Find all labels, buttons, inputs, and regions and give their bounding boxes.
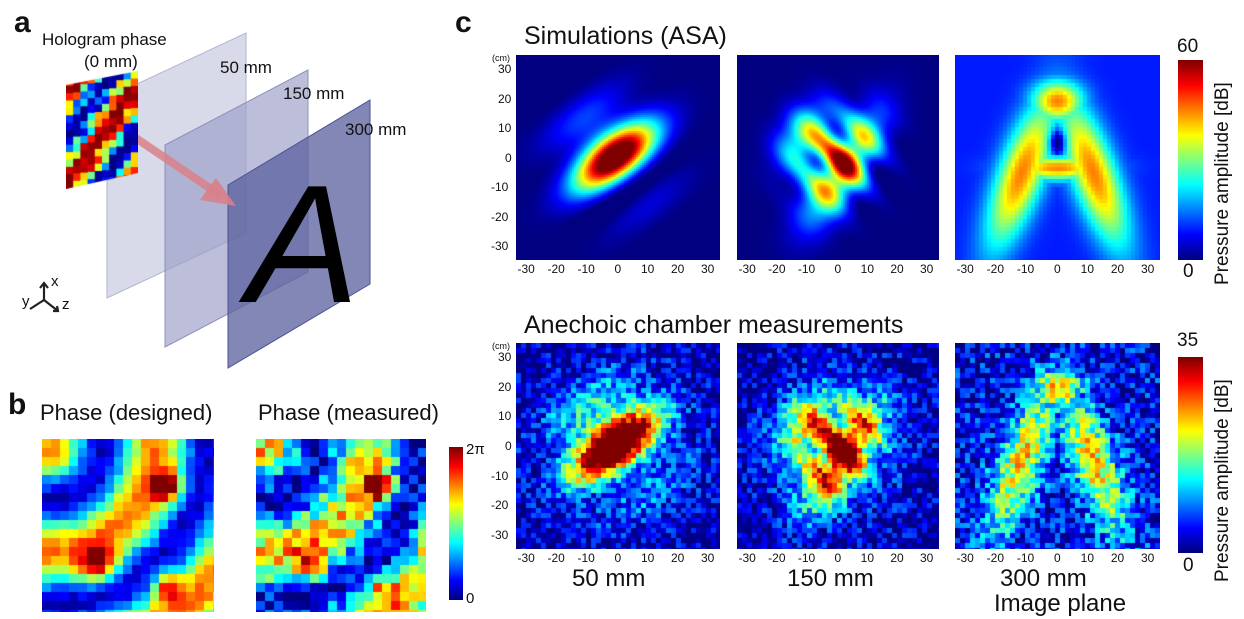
x-tick-label: -20 — [548, 262, 565, 276]
hologram-phase-image — [66, 71, 138, 189]
x-tick-label: 30 — [701, 262, 714, 276]
y-tick-label: -30 — [491, 528, 508, 542]
x-tick-label: 10 — [1081, 551, 1094, 565]
y-tick-label: -20 — [491, 210, 508, 224]
y-tick-label: 0 — [505, 439, 512, 453]
meas-colorbar-label: Pressure amplitude [dB] — [1212, 379, 1234, 582]
x-tick-label: 0 — [1054, 262, 1061, 276]
meas-150mm-map — [737, 343, 939, 549]
x-tick-label: 30 — [1141, 262, 1154, 276]
plane-label-150mm: 150 mm — [283, 84, 344, 104]
col-label-300mm: 300 mm — [1000, 565, 1087, 593]
panel-a-diagram — [0, 0, 470, 380]
y-tick-label: 30 — [498, 62, 511, 76]
panel-letter-c: c — [455, 6, 472, 40]
panel-letter-b: b — [8, 388, 26, 422]
x-tick-label: -30 — [739, 551, 756, 565]
x-tick-label: -20 — [987, 551, 1004, 565]
x-tick-label: -30 — [518, 551, 535, 565]
x-tick-label: -30 — [518, 262, 535, 276]
x-tick-label: 10 — [641, 551, 654, 565]
col-label-50mm: 50 mm — [572, 565, 645, 593]
x-tick-label: 20 — [1111, 551, 1124, 565]
y-tick-label: 10 — [498, 409, 511, 423]
title-phase-designed: Phase (designed) — [40, 400, 212, 426]
x-tick-label: 30 — [920, 262, 933, 276]
x-tick-label: -20 — [768, 551, 785, 565]
x-tick-label: 20 — [1111, 262, 1124, 276]
x-tick-label: 10 — [861, 551, 874, 565]
y-tick-label: 30 — [498, 350, 511, 364]
x-tick-label: 20 — [671, 262, 684, 276]
title-phase-measured: Phase (measured) — [258, 400, 439, 426]
row-title-measurements: Anechoic chamber measurements — [524, 311, 903, 340]
row-title-simulations: Simulations (ASA) — [524, 22, 727, 51]
y-tick-label: -10 — [491, 469, 508, 483]
plane-label-300mm: 300 mm — [345, 120, 406, 140]
sim-300mm-map — [955, 55, 1160, 260]
x-tick-label: 20 — [890, 262, 903, 276]
phase-measured-map — [256, 439, 426, 612]
x-tick-label: -10 — [798, 551, 815, 565]
y-tick-label: -10 — [491, 180, 508, 194]
meas-colorbar-max: 35 — [1177, 330, 1198, 352]
x-tick-label: 0 — [615, 262, 622, 276]
axis-y-label: y — [22, 293, 30, 310]
x-tick-label: 10 — [1081, 262, 1094, 276]
x-tick-label: -30 — [957, 262, 974, 276]
x-tick-label: -10 — [798, 262, 815, 276]
x-tick-label: 30 — [701, 551, 714, 565]
sim-colorbar-min: 0 — [1183, 261, 1194, 283]
x-tick-label: -10 — [1017, 262, 1034, 276]
plane-label-50mm: 50 mm — [220, 58, 272, 78]
y-tick-label: 0 — [505, 151, 512, 165]
target-letter: A — [247, 160, 359, 328]
image-plane-label: Image plane — [994, 590, 1126, 618]
meas-colorbar — [1178, 357, 1203, 553]
col-label-150mm: 150 mm — [787, 565, 874, 593]
x-tick-label: -20 — [987, 262, 1004, 276]
x-tick-label: 30 — [1141, 551, 1154, 565]
x-tick-label: 0 — [835, 262, 842, 276]
axis-x-label: x — [51, 273, 59, 290]
x-tick-label: 10 — [641, 262, 654, 276]
phase-colorbar-max: 2π — [466, 441, 485, 458]
x-tick-label: 10 — [861, 262, 874, 276]
y-tick-label: 20 — [498, 92, 511, 106]
y-tick-label: -20 — [491, 498, 508, 512]
y-tick-label: 10 — [498, 121, 511, 135]
x-tick-label: 20 — [890, 551, 903, 565]
sim-colorbar-max: 60 — [1177, 36, 1198, 58]
x-tick-label: -30 — [739, 262, 756, 276]
x-tick-label: 0 — [615, 551, 622, 565]
x-tick-label: 0 — [835, 551, 842, 565]
meas-colorbar-min: 0 — [1183, 555, 1194, 577]
meas-50mm-map — [516, 343, 720, 549]
sim-50mm-map — [516, 55, 720, 260]
phase-colorbar-min: 0 — [466, 590, 474, 607]
y-tick-label: 20 — [498, 380, 511, 394]
x-tick-label: -20 — [768, 262, 785, 276]
x-tick-label: 20 — [671, 551, 684, 565]
x-tick-label: -10 — [578, 262, 595, 276]
x-tick-label: 0 — [1054, 551, 1061, 565]
x-tick-label: -10 — [578, 551, 595, 565]
sim-colorbar — [1178, 60, 1203, 260]
axis-z-label: z — [62, 296, 70, 313]
x-tick-label: -30 — [957, 551, 974, 565]
y-tick-label: -30 — [491, 239, 508, 253]
phase-colorbar — [449, 447, 463, 600]
x-tick-label: -20 — [548, 551, 565, 565]
phase-designed-map — [42, 439, 214, 612]
meas-300mm-map — [955, 343, 1160, 549]
sim-150mm-map — [737, 55, 939, 260]
x-tick-label: 30 — [920, 551, 933, 565]
sim-colorbar-label: Pressure amplitude [dB] — [1212, 82, 1234, 285]
x-tick-label: -10 — [1017, 551, 1034, 565]
